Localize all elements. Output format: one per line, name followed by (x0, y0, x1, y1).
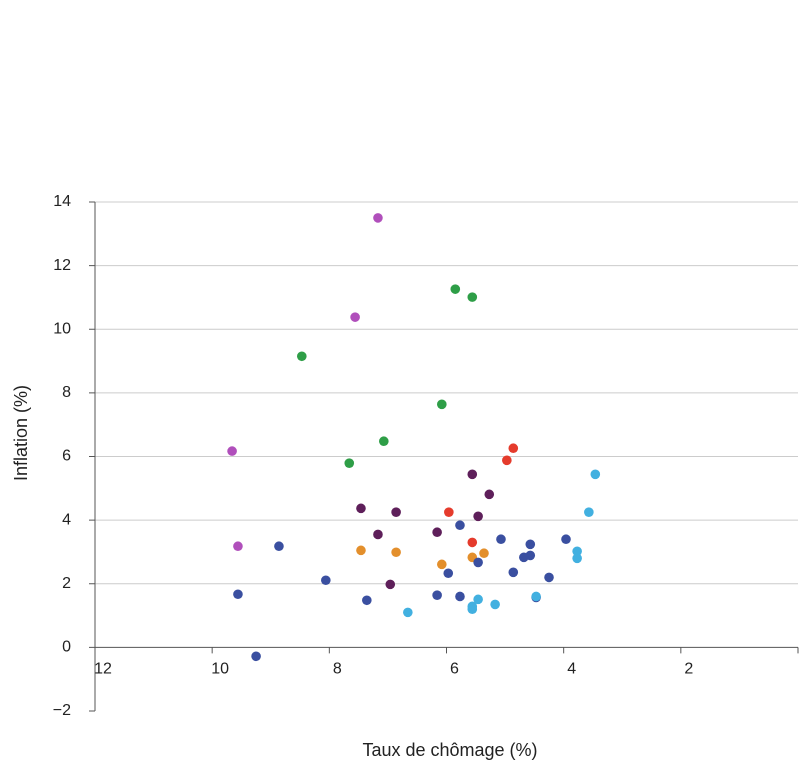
point (227, 446, 237, 456)
point (391, 547, 401, 558)
point (403, 607, 413, 618)
point (467, 292, 478, 302)
point (484, 489, 495, 500)
point (373, 213, 383, 223)
point (479, 548, 489, 559)
y-tick-label: 10 (53, 320, 71, 337)
x-tick-label: 2 (684, 661, 693, 678)
point (473, 557, 483, 568)
point (437, 559, 447, 570)
point (432, 527, 442, 538)
point (233, 541, 243, 552)
x-tick-label: 4 (567, 661, 576, 678)
point (437, 399, 447, 410)
x-tick-label: 8 (333, 661, 342, 678)
point (350, 312, 360, 322)
point (356, 545, 366, 556)
y-tick-label: 6 (62, 448, 71, 465)
point (356, 503, 366, 514)
x-axis-title: Taux de chômage (%) (362, 740, 537, 760)
point (385, 579, 396, 590)
point (584, 507, 594, 517)
point (496, 534, 506, 545)
point (467, 604, 478, 614)
point (373, 529, 383, 540)
y-tick-label: 0 (62, 639, 71, 656)
point (473, 594, 483, 605)
y-tick-label: 12 (53, 257, 71, 274)
point (321, 575, 331, 586)
point (467, 537, 478, 548)
y-axis-title: Inflation (%) (11, 385, 31, 481)
x-tick-label: 12 (94, 661, 112, 678)
point (450, 284, 461, 294)
x-tick-label: 10 (211, 661, 229, 678)
point (508, 443, 519, 454)
point (274, 541, 284, 552)
point (444, 507, 454, 517)
x-tick-label: 6 (450, 661, 459, 678)
point (467, 469, 478, 480)
point (233, 589, 243, 600)
point (490, 599, 500, 610)
point (379, 436, 389, 447)
y-tick-label: 8 (62, 384, 71, 401)
point (473, 511, 483, 522)
y-tick-label: 4 (62, 511, 71, 528)
y-tick-label: 2 (62, 575, 71, 592)
point (519, 552, 529, 563)
point (455, 520, 465, 531)
point (391, 507, 401, 517)
point (502, 455, 512, 466)
point (296, 351, 307, 362)
point (572, 553, 582, 564)
y-tick-label: 14 (53, 193, 71, 210)
point (544, 572, 554, 583)
point (432, 590, 442, 601)
point (572, 546, 582, 557)
point (561, 534, 571, 545)
point (590, 469, 601, 480)
point (455, 591, 465, 602)
point (362, 595, 372, 606)
point (531, 591, 541, 602)
point (525, 539, 536, 550)
point (344, 458, 355, 468)
point (443, 568, 454, 579)
point (251, 651, 261, 662)
y-tick-label: −2 (53, 702, 71, 719)
point (508, 567, 519, 578)
